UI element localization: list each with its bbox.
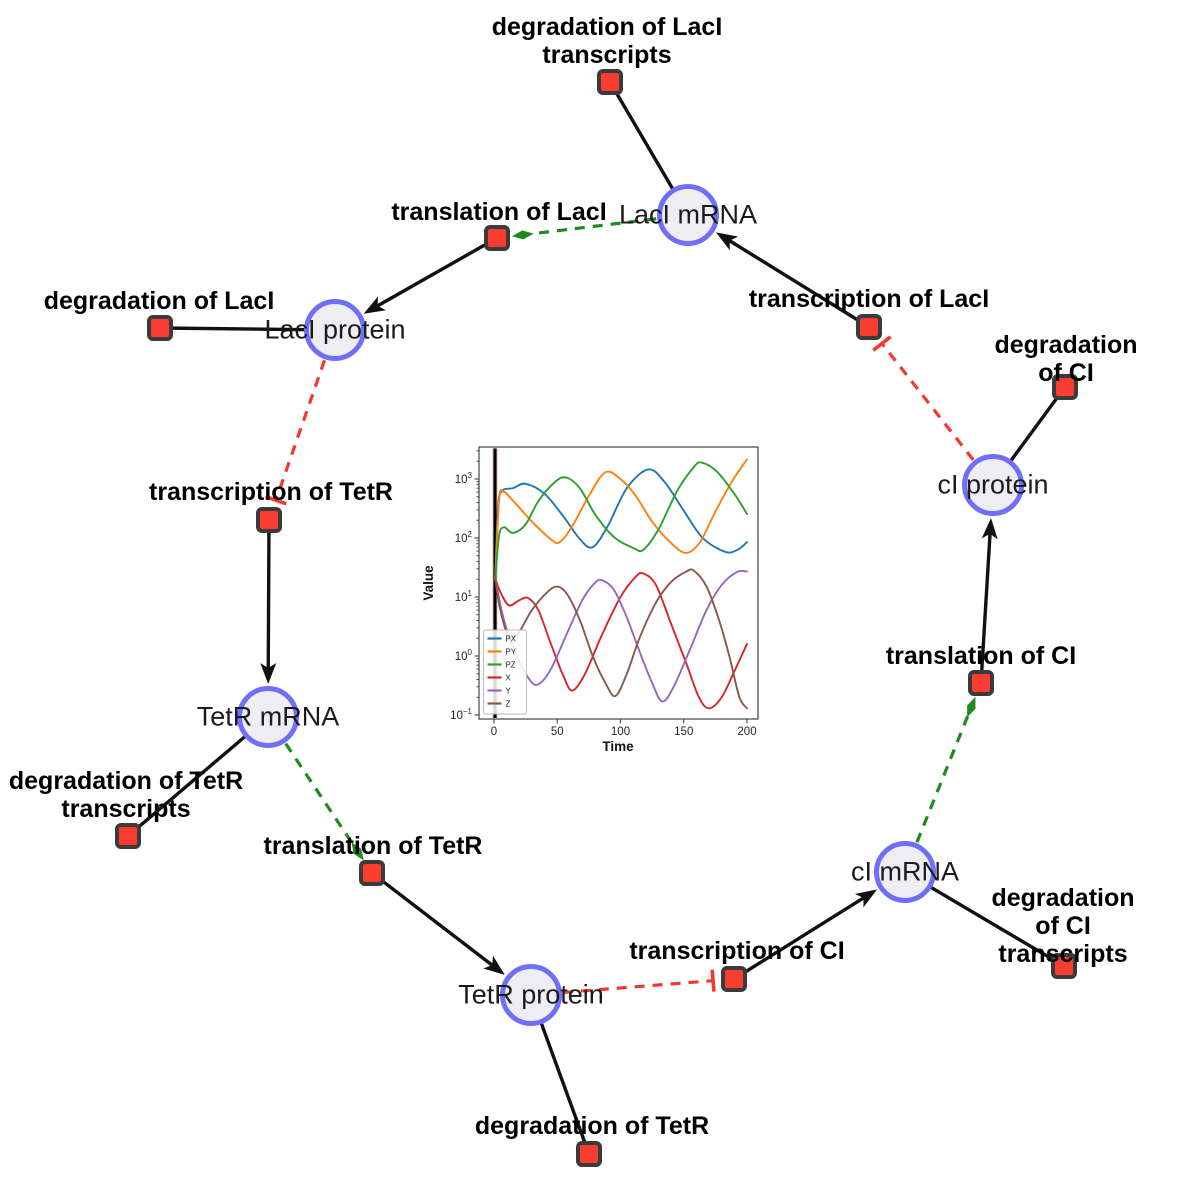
legend-label-PY: PY: [506, 648, 517, 657]
reaction-label-tx-tetr: transcription of TetR: [149, 478, 393, 506]
reaction-node-tx-laci[interactable]: [856, 314, 882, 340]
edge-modifier-ci-mrna-to-transl-ci-arrowhead: [967, 696, 976, 718]
reaction-node-tx-ci[interactable]: [721, 966, 747, 992]
edge-modifier-tetr-mrna-to-transl-tetr-arrowhead: [351, 842, 364, 861]
reaction-label-tx-ci: transcription of CI: [629, 937, 845, 965]
edge-modifier-tetr-mrna-to-transl-tetr: [284, 742, 354, 845]
edge-production-tx-ci-to-ci-mrna: [733, 896, 866, 981]
reaction-node-deg-ci-tx[interactable]: [1051, 953, 1077, 979]
legend-label-Z: Z: [506, 700, 511, 709]
reaction-label-deg-laci: degradation of LacI: [43, 287, 275, 315]
edge-inhibition-ci-protein-to-tx-laci: [880, 342, 975, 461]
reaction-label-transl-tetr: translation of TetR: [263, 832, 483, 860]
reaction-label-deg-ci-tx: degradation of CI transcripts: [991, 884, 1135, 968]
edge-production-transl-ci-to-ci-protein-arrowhead: [981, 517, 998, 540]
reaction-label-deg-tetr: degradation of TetR: [474, 1112, 710, 1140]
edge-production-tx-tetr-to-tetr-mrna: [266, 519, 271, 670]
legend-label-X: X: [506, 674, 512, 683]
reaction-label-deg-laci-tx: degradation of LacI transcripts: [491, 13, 723, 69]
x-tick-label: 0: [491, 726, 497, 738]
species-node-laci-mrna[interactable]: [657, 184, 719, 246]
reaction-node-deg-laci[interactable]: [147, 315, 173, 341]
reaction-node-tx-tetr[interactable]: [256, 507, 282, 533]
edge-production-transl-ci-to-ci-protein: [979, 532, 992, 684]
y-axis-label: Value: [421, 565, 436, 601]
reaction-node-transl-tetr[interactable]: [359, 860, 385, 886]
y-tick-label: 101: [455, 589, 473, 604]
reaction-node-deg-tetr-tx[interactable]: [115, 823, 141, 849]
edge-inhibition-tetr-protein-to-tx-ci-inhibition-bar: [710, 969, 716, 992]
reaction-label-deg-tetr-tx: degradation of TetR transcripts: [8, 767, 244, 823]
species-node-ci-mrna[interactable]: [874, 841, 936, 903]
x-tick-label: 200: [737, 726, 756, 738]
series-line-Y: [494, 569, 748, 703]
edge-modifier-laci-mrna-to-transl-laci: [531, 217, 657, 236]
species-label-tetr-protein: TetR protein: [458, 979, 604, 1010]
y-tick-label: 102: [455, 530, 473, 545]
reaction-label-transl-laci: translation of LacI: [391, 198, 607, 226]
chart-series: [494, 458, 748, 710]
series-line-Z: [494, 568, 748, 710]
species-node-tetr-protein[interactable]: [500, 964, 562, 1026]
edge-production-tx-laci-to-laci-mrna-arrowhead: [716, 232, 739, 251]
reaction-label-transl-ci: translation of CI: [885, 642, 1077, 670]
reaction-node-deg-tetr[interactable]: [576, 1141, 602, 1167]
x-tick-label: 150: [674, 726, 693, 738]
reaction-label-tx-laci: transcription of LacI: [748, 285, 990, 313]
species-node-ci-protein[interactable]: [962, 454, 1024, 516]
legend-label-PZ: PZ: [506, 661, 516, 670]
species-label-ci-mrna: cI mRNA: [851, 856, 959, 887]
series-line-X: [494, 571, 748, 710]
edge-production-tx-tetr-to-tetr-mrna-arrowhead: [260, 662, 277, 685]
legend-label-Y: Y: [506, 687, 512, 696]
x-axis-label: Time: [602, 739, 634, 754]
edge-inhibition-laci-protein-to-tx-tetr: [274, 359, 327, 501]
species-node-tetr-mrna[interactable]: [237, 686, 299, 748]
edge-inhibition-tetr-protein-to-tx-ci: [562, 979, 714, 995]
series-line-PY: [494, 458, 748, 581]
legend-label-PX: PX: [506, 635, 517, 644]
species-label-tetr-mrna: TetR mRNA: [196, 701, 340, 732]
species-label-laci-mrna: LacI mRNA: [618, 199, 758, 230]
reaction-node-deg-laci-tx[interactable]: [597, 69, 623, 95]
species-label-ci-protein: cI protein: [937, 469, 1049, 500]
series-line-PX: [494, 468, 748, 581]
species-label-laci-protein: LacI protein: [264, 314, 406, 345]
chart-legend: PX PY PZ XYZ: [483, 629, 527, 715]
edge-inhibition-ci-protein-to-tx-laci-inhibition-bar: [872, 335, 892, 352]
edge-inhibition-laci-protein-to-tx-tetr-inhibition-bar: [264, 494, 287, 506]
y-tick-label: 103: [455, 471, 473, 486]
edge-production-transl-laci-to-laci-protein: [375, 236, 498, 308]
reaction-node-transl-laci[interactable]: [484, 225, 510, 251]
reaction-node-deg-ci[interactable]: [1052, 374, 1078, 400]
reaction-label-deg-ci: degradation of CI: [994, 331, 1138, 387]
edge-production-transl-tetr-to-tetr-protein-arrowhead: [483, 955, 505, 975]
series-line-PZ: [494, 461, 748, 581]
edge-modifier-laci-mrna-to-transl-laci-arrowhead: [511, 230, 534, 240]
x-tick-label: 100: [611, 726, 630, 738]
reaction-node-transl-ci[interactable]: [968, 670, 994, 696]
edge-production-tx-ci-to-ci-mrna-arrowhead: [854, 889, 878, 908]
edge-production-tx-laci-to-laci-mrna: [727, 238, 870, 329]
x-tick-label: 50: [551, 726, 564, 738]
y-tick-label: 100: [455, 648, 473, 663]
y-tick-label: 10−1: [450, 707, 472, 722]
edge-production-transl-laci-to-laci-protein-arrowhead: [363, 296, 386, 314]
edge-production-transl-tetr-to-tetr-protein: [370, 871, 494, 968]
edge-modifier-ci-mrna-to-transl-ci: [915, 714, 970, 843]
species-node-laci-protein[interactable]: [304, 299, 366, 361]
